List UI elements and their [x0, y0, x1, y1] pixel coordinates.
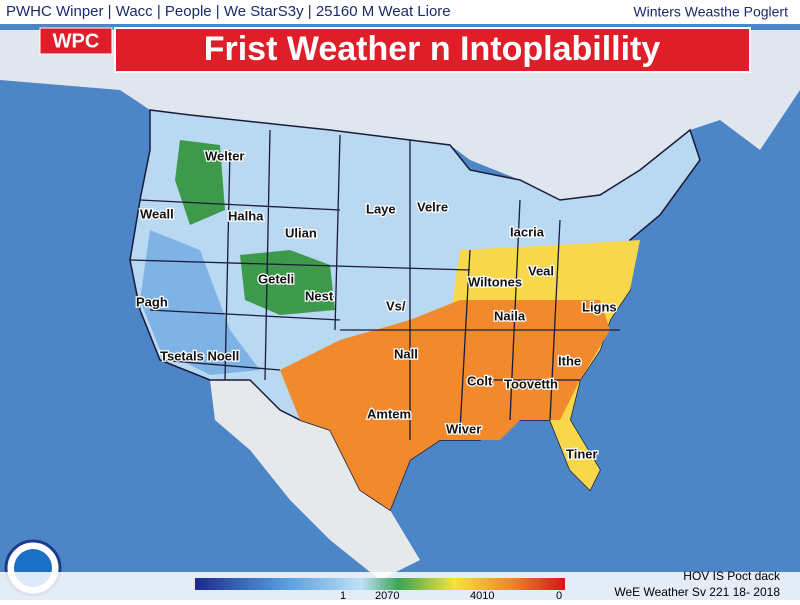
map-label: Tiner [566, 446, 598, 461]
map-label: Laye [366, 201, 396, 216]
banner-title: Frist Weather n Intoplabillity [204, 30, 661, 68]
map-label: Toovetth [504, 376, 558, 391]
map-label: Wiver [446, 421, 481, 436]
legend-label: 2070 [375, 590, 399, 600]
map-label: Amtem [367, 406, 411, 421]
legend-label: 4010 [470, 590, 494, 600]
map-label: Nest [305, 288, 334, 303]
header-right: Winters Weasthe Poglert [633, 4, 788, 20]
green-zone [175, 140, 335, 315]
legend-label: 1 [340, 590, 346, 600]
footer-line: HOV IS Poct dack [683, 569, 781, 583]
map-label: Vs/ [386, 298, 406, 313]
map-label: Tsetals Noell [160, 348, 239, 363]
map-label: Nall [394, 346, 418, 361]
map-label: Halha [228, 208, 264, 223]
top-bar [0, 0, 800, 24]
state-lines [129, 129, 620, 440]
map-label: Ulian [285, 225, 317, 240]
map-label: Veal [528, 263, 554, 278]
labels: Welter Weall Halha Ulian Laye Velre Iacr… [135, 147, 618, 463]
blue-zone [140, 230, 260, 375]
map-label: Welter [205, 148, 245, 163]
banner [114, 27, 751, 73]
badge [39, 27, 113, 55]
footer-line: WeE Weather Sv 221 18- 2018 [614, 585, 780, 599]
legend-label: 0 [556, 590, 562, 600]
map-label: Colt [467, 373, 493, 388]
legend-bar [195, 578, 565, 590]
map-label: Naila [494, 308, 526, 323]
mexico [210, 380, 420, 580]
nav-text: PWHC Winper | Wacc | People | We StarS3y… [6, 3, 451, 20]
map-label: Pagh [136, 294, 168, 309]
map-label: Ligns [582, 299, 617, 314]
map-label: Velre [417, 199, 448, 214]
map-label: Weall [140, 206, 174, 221]
map-label: Geteli [258, 271, 294, 286]
map-label: Wiltones [468, 274, 522, 289]
orange-zone [280, 300, 610, 510]
badge-text: WPC [53, 30, 100, 52]
map-label: Iacria [510, 224, 545, 239]
map-label: Ithe [558, 353, 581, 368]
